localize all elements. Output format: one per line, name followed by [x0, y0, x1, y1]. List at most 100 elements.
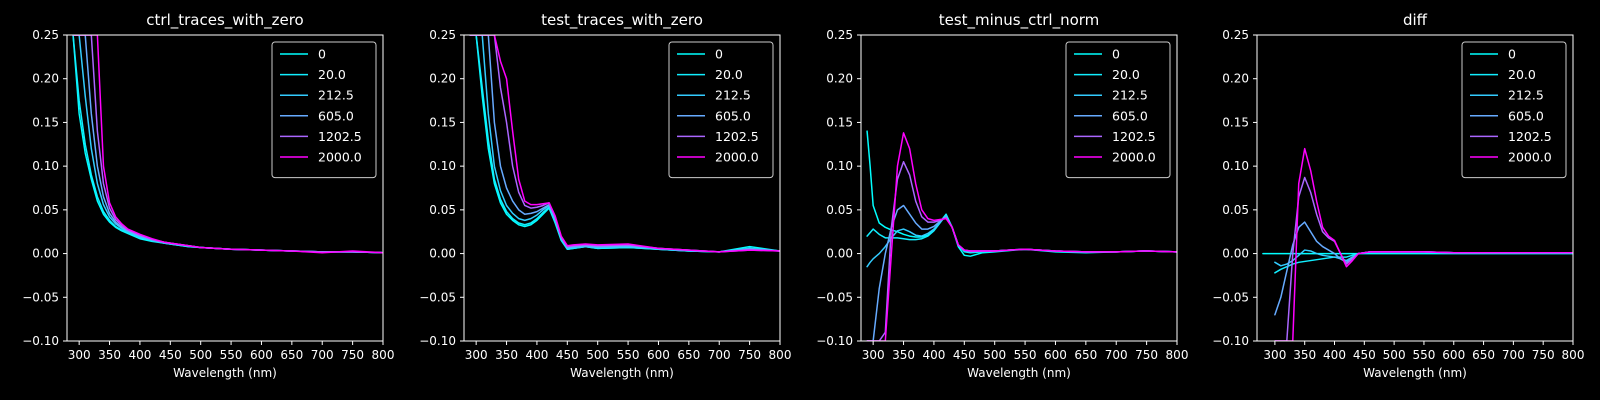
x-tick-label: 450 — [556, 348, 579, 362]
x-tick-label: 450 — [1353, 348, 1376, 362]
legend-entry-label: 2000.0 — [1508, 150, 1552, 165]
chart-panel-2: 300 350 400 450 500 550 600 650 700 750 800 −0.10 −0… — [419, 11, 791, 380]
x-axis-label: Wavelength (nm) — [173, 366, 277, 380]
legend-entry-label: 212.5 — [715, 88, 751, 103]
x-tick-label: 400 — [525, 348, 548, 362]
legend-entry-label: 605.0 — [1508, 108, 1544, 123]
y-tick-label: 0.10 — [32, 159, 59, 173]
legend-box — [271, 41, 377, 179]
x-tick-label: 600 — [1044, 348, 1067, 362]
legend: 0 20.0 212.5 605.0 1202.5 2000.0 — [668, 41, 774, 179]
x-tick-label: 300 — [862, 348, 885, 362]
x-tick-label: 650 — [677, 348, 700, 362]
legend-entry-label: 0 — [1508, 47, 1516, 62]
x-tick-label: 350 — [495, 348, 518, 362]
legend-entry-label: 2000.0 — [1112, 150, 1156, 165]
axes-frame — [1256, 34, 1574, 342]
x-tick-label: 650 — [1074, 348, 1097, 362]
y-tick-label: −0.10 — [22, 334, 59, 348]
x-axis-label: Wavelength (nm) — [967, 366, 1071, 380]
x-tick-label: 600 — [647, 348, 670, 362]
x-tick-label: 400 — [922, 348, 945, 362]
legend-entry-label: 2000.0 — [715, 150, 759, 165]
x-tick-label: 750 — [1135, 348, 1158, 362]
x-tick-label: 750 — [341, 348, 364, 362]
legend: 0 20.0 212.5 605.0 1202.5 2000.0 — [1065, 41, 1171, 179]
legend-entry-label: 0 — [1112, 47, 1120, 62]
legend-entry-label: 0 — [715, 47, 723, 62]
y-tick-label: −0.10 — [816, 334, 853, 348]
legend-entry-label: 1202.5 — [318, 129, 362, 144]
y-tick-label: −0.05 — [419, 290, 456, 304]
legend-entry-label: 605.0 — [715, 108, 751, 123]
x-axis-label: Wavelength (nm) — [570, 366, 674, 380]
x-tick-label: 700 — [1105, 348, 1128, 362]
legend-entry-label: 0 — [318, 47, 326, 62]
legend-entry-label: 20.0 — [318, 67, 346, 82]
y-tick-label: 0.05 — [429, 203, 456, 217]
chart-panel-1: 300 350 400 450 500 550 600 650 700 750 800 −0.10 −0… — [22, 11, 394, 380]
legend-box — [1065, 41, 1171, 179]
x-tick-label: 800 — [769, 348, 792, 362]
x-tick-label: 400 — [1323, 348, 1346, 362]
legend-entry-label: 20.0 — [1112, 67, 1140, 82]
x-tick-label: 450 — [159, 348, 182, 362]
axes-frame — [860, 34, 1178, 342]
y-tick-label: 0.20 — [1222, 72, 1249, 86]
x-tick-label: 550 — [617, 348, 640, 362]
legend-entry-label: 1202.5 — [1112, 129, 1156, 144]
y-tick-label: 0.15 — [826, 115, 853, 129]
y-tick-label: 0.25 — [1222, 28, 1249, 42]
x-tick-label: 500 — [1383, 348, 1406, 362]
y-tick-label: 0.25 — [429, 28, 456, 42]
y-tick-label: −0.05 — [816, 290, 853, 304]
legend-entry-label: 605.0 — [1112, 108, 1148, 123]
legend-box — [668, 41, 774, 179]
chart-title: test_minus_ctrl_norm — [939, 11, 1100, 30]
legend-entry-label: 20.0 — [1508, 67, 1536, 82]
y-tick-label: 0.10 — [1222, 159, 1249, 173]
legend-entry-label: 2000.0 — [318, 150, 362, 165]
y-tick-label: 0.10 — [826, 159, 853, 173]
x-axis-label: Wavelength (nm) — [1363, 366, 1467, 380]
legend-entry-label: 605.0 — [318, 108, 354, 123]
x-tick-label: 300 — [68, 348, 91, 362]
x-tick-label: 750 — [738, 348, 761, 362]
y-tick-label: 0.15 — [32, 115, 59, 129]
y-tick-label: 0.20 — [826, 72, 853, 86]
chart-panel-4: 300 350 400 450 500 550 600 650 700 750 800 −0.10 −0… — [1212, 11, 1584, 380]
x-tick-label: 700 — [1502, 348, 1525, 362]
chart-title: test_traces_with_zero — [541, 11, 703, 30]
y-tick-label: 0.05 — [826, 203, 853, 217]
x-tick-label: 700 — [311, 348, 334, 362]
x-tick-label: 500 — [983, 348, 1006, 362]
x-tick-label: 650 — [1472, 348, 1495, 362]
y-tick-label: 0.25 — [826, 28, 853, 42]
x-tick-label: 550 — [1014, 348, 1037, 362]
x-tick-label: 350 — [892, 348, 915, 362]
x-tick-label: 500 — [586, 348, 609, 362]
x-tick-label: 800 — [1166, 348, 1189, 362]
y-tick-label: 0.15 — [429, 115, 456, 129]
x-tick-label: 800 — [372, 348, 395, 362]
legend: 0 20.0 212.5 605.0 1202.5 2000.0 — [271, 41, 377, 179]
y-tick-label: 0.00 — [826, 247, 853, 261]
x-tick-label: 800 — [1562, 348, 1585, 362]
legend-entry-label: 1202.5 — [715, 129, 759, 144]
series-lines — [72, 35, 383, 254]
y-tick-label: 0.05 — [1222, 203, 1249, 217]
x-tick-label: 350 — [1293, 348, 1316, 362]
y-tick-label: 0.00 — [429, 247, 456, 261]
y-tick-label: 0.20 — [429, 72, 456, 86]
series-line-2000-0 — [72, 35, 383, 254]
x-tick-label: 300 — [465, 348, 488, 362]
chart-title: ctrl_traces_with_zero — [146, 11, 303, 30]
legend: 0 20.0 212.5 605.0 1202.5 2000.0 — [1461, 41, 1567, 179]
y-tick-label: 0.10 — [429, 159, 456, 173]
series-line-2000-0 — [469, 35, 780, 253]
y-tick-label: 0.05 — [32, 203, 59, 217]
y-tick-label: −0.05 — [22, 290, 59, 304]
axes-frame — [66, 34, 384, 342]
legend-entry-label: 1202.5 — [1508, 129, 1552, 144]
